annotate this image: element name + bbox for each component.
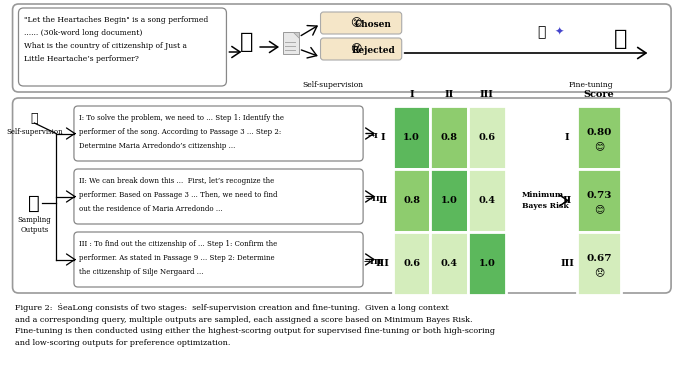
Text: performer. Based on Passage 3 ... Then, we need to find: performer. Based on Passage 3 ... Then, … [79, 191, 277, 199]
Text: "Let the Heartaches Begin" is a song performed: "Let the Heartaches Begin" is a song per… [24, 16, 209, 24]
Text: 0.80: 0.80 [586, 128, 612, 137]
Bar [431, 232, 468, 295]
Text: ...... (30k-word long document): ...... (30k-word long document) [24, 29, 143, 37]
Text: What is the country of citizenship of Just a: What is the country of citizenship of Ju… [24, 42, 187, 50]
Bar [468, 169, 506, 232]
Text: 0.6: 0.6 [479, 133, 496, 142]
Text: II: II [378, 196, 388, 205]
Text: Sampling
Outputs: Sampling Outputs [18, 216, 52, 234]
Text: II: II [445, 90, 454, 99]
Text: →III: →III [363, 258, 382, 266]
FancyBboxPatch shape [18, 8, 226, 86]
Bar [468, 232, 506, 295]
Text: →II: →II [365, 194, 380, 202]
Text: Determine Maria Arredondo’s citizenship ...: Determine Maria Arredondo’s citizenship … [79, 142, 235, 150]
Text: Chosen: Chosen [355, 19, 391, 29]
Text: Minimum
Bayes Risk: Minimum Bayes Risk [521, 191, 568, 210]
FancyBboxPatch shape [13, 98, 671, 293]
Text: Self-supervision: Self-supervision [303, 81, 364, 89]
Bar [283, 32, 299, 54]
Text: 0.8: 0.8 [441, 133, 458, 142]
Text: 🦙: 🦙 [239, 32, 253, 52]
Text: 0.4: 0.4 [479, 196, 496, 205]
Text: 😊: 😊 [594, 205, 604, 215]
Text: 🦙: 🦙 [614, 29, 627, 49]
Bar [393, 106, 431, 169]
Text: III : To find out the citizenship of ... Step 1: Confirm the: III : To find out the citizenship of ...… [79, 240, 277, 248]
FancyBboxPatch shape [74, 106, 363, 161]
Text: Fine-tuning: Fine-tuning [569, 81, 613, 89]
Bar [393, 232, 431, 295]
Text: 😞: 😞 [594, 267, 604, 277]
Text: 1.0: 1.0 [441, 196, 458, 205]
Text: I: I [410, 90, 414, 99]
Text: performer of the song. According to Passage 3 ... Step 2:: performer of the song. According to Pass… [79, 128, 281, 136]
Text: III: III [376, 259, 390, 268]
Bar [577, 106, 620, 169]
Text: 😞: 😞 [351, 44, 362, 54]
Text: 0.4: 0.4 [441, 259, 458, 268]
Bar [431, 169, 468, 232]
Text: →I: →I [367, 131, 378, 139]
Bar [577, 169, 620, 232]
Text: the citizenship of Silje Nergaard ...: the citizenship of Silje Nergaard ... [79, 268, 203, 276]
Text: II: We can break down this ...  First, let’s recognize the: II: We can break down this ... First, le… [79, 177, 274, 185]
Text: 📋: 📋 [31, 112, 38, 125]
Text: Rejected: Rejected [351, 45, 395, 54]
Text: 0.6: 0.6 [403, 259, 420, 268]
Text: II: II [563, 196, 572, 205]
Text: 😊: 😊 [594, 141, 604, 152]
Polygon shape [293, 32, 299, 38]
Text: performer. As stated in Passage 9 ... Step 2: Determine: performer. As stated in Passage 9 ... St… [79, 254, 275, 262]
Text: 0.73: 0.73 [586, 191, 612, 200]
Text: Figure 2:  ŚeaLong consists of two stages:  self-supervision creation and fine-t: Figure 2: ŚeaLong consists of two stages… [14, 303, 494, 347]
Text: I: To solve the problem, we need to ... Step 1: Identify the: I: To solve the problem, we need to ... … [79, 114, 284, 122]
FancyBboxPatch shape [74, 232, 363, 287]
Text: I: I [380, 133, 385, 142]
Text: III: III [480, 90, 494, 99]
Text: III: III [560, 259, 574, 268]
Text: 😊: 😊 [351, 18, 362, 28]
Text: 🔥: 🔥 [537, 25, 546, 39]
Text: 🦙: 🦙 [28, 194, 40, 213]
Text: I: I [565, 133, 570, 142]
Text: out the residence of Maria Arredondo ...: out the residence of Maria Arredondo ... [79, 205, 222, 213]
Bar [577, 232, 620, 295]
Text: 1.0: 1.0 [479, 259, 496, 268]
Text: 0.67: 0.67 [586, 254, 612, 263]
Bar [431, 106, 468, 169]
Text: Score: Score [583, 90, 614, 99]
Text: Little Heartache’s performer?: Little Heartache’s performer? [24, 55, 139, 63]
FancyBboxPatch shape [74, 169, 363, 224]
Bar [393, 169, 431, 232]
FancyBboxPatch shape [321, 12, 402, 34]
Text: 1.0: 1.0 [403, 133, 420, 142]
Text: 0.8: 0.8 [403, 196, 420, 205]
Bar [468, 106, 506, 169]
Text: ✦: ✦ [555, 27, 564, 37]
Text: Self-supervision: Self-supervision [6, 128, 62, 136]
FancyBboxPatch shape [321, 38, 402, 60]
FancyBboxPatch shape [13, 4, 671, 92]
